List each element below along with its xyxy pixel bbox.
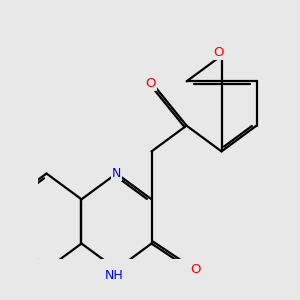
Text: O: O xyxy=(146,77,156,90)
Text: O: O xyxy=(213,46,223,59)
Text: N: N xyxy=(112,167,121,180)
Text: NH: NH xyxy=(104,269,123,282)
Text: O: O xyxy=(190,263,201,276)
